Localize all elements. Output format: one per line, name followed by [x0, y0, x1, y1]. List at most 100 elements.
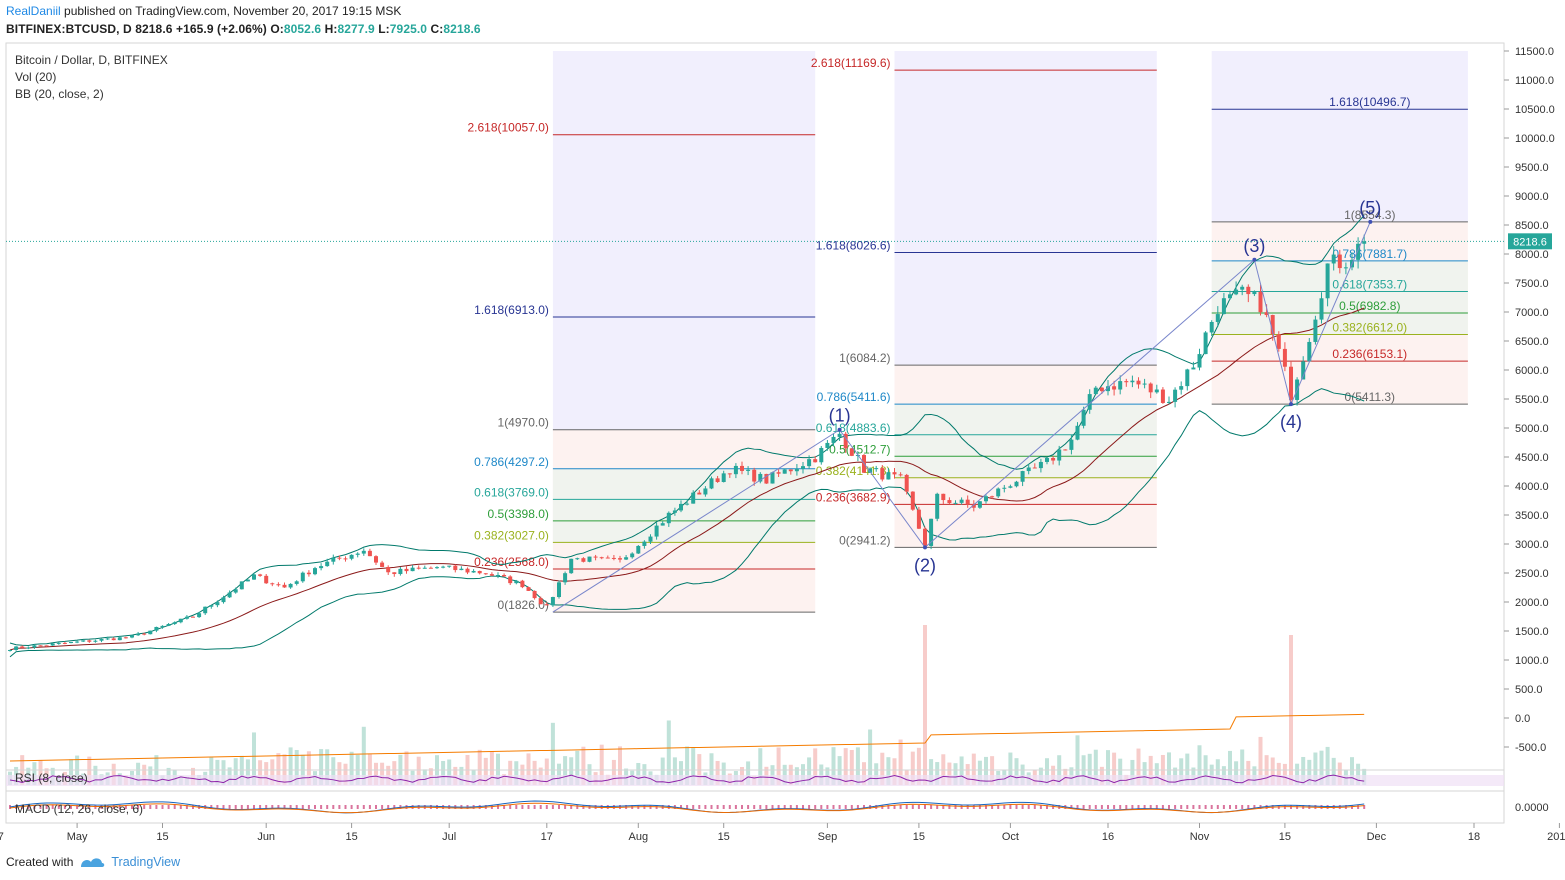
macd-histogram-bar [307, 805, 310, 809]
candle-body [1051, 457, 1056, 461]
volume-bar [971, 753, 976, 785]
macd-histogram-bar [88, 805, 91, 809]
fib-level-label: 0.5(6982.8) [1339, 299, 1400, 313]
candle-body [496, 574, 500, 576]
volume-bar [288, 747, 293, 785]
legend-title: Bitcoin / Dollar, D, BITFINEX [15, 53, 168, 67]
candle-body [575, 558, 580, 560]
macd-histogram-bar [1094, 805, 1097, 809]
macd-histogram-bar [539, 805, 542, 809]
fib-level-label: 0.236(3682.9) [816, 490, 891, 504]
price-axis-tick: 6000.0 [1515, 365, 1549, 377]
candle-body [502, 574, 507, 577]
volume-bar [1313, 752, 1318, 785]
volume-bar [990, 756, 995, 785]
macd-histogram-bar [856, 805, 859, 809]
volume-bar [477, 749, 482, 785]
macd-histogram-bar [893, 805, 896, 809]
volume-moving-average-line [9, 713, 1365, 762]
candle-body [569, 558, 574, 574]
macd-histogram-bar [27, 805, 30, 809]
volume-bar [819, 764, 824, 785]
macd-histogram-bar [936, 805, 939, 809]
candle-body [1252, 291, 1257, 295]
candle-body [977, 501, 982, 508]
macd-histogram-bar [1052, 805, 1055, 809]
rsi-line [9, 774, 1365, 784]
candle-body [1234, 289, 1239, 295]
candle-body [441, 566, 446, 568]
volume-bar [587, 764, 592, 785]
candle-body [447, 565, 452, 567]
price-chart[interactable]: 2.618(10057.0) 1.618(6913.0) 1(4970.0) 0.78… [0, 40, 1565, 850]
author-link[interactable]: RealDaniil [6, 4, 61, 18]
macd-histogram-bar [1076, 805, 1079, 809]
macd-histogram-bar [930, 805, 933, 809]
high-label: H: [324, 22, 338, 36]
macd-histogram-bar [765, 805, 768, 809]
volume-bar [483, 757, 488, 785]
macd-histogram-bar [381, 805, 384, 809]
candle-body [1185, 369, 1190, 387]
macd-histogram-bar [326, 805, 329, 809]
macd-histogram-bar [1131, 805, 1134, 809]
candle-body [1002, 487, 1007, 489]
candle-body [1008, 486, 1013, 488]
candle-body [1038, 461, 1043, 469]
candle-body [666, 512, 671, 524]
candle-body [410, 567, 415, 572]
legend-bb: BB (20, close, 2) [15, 87, 104, 101]
volume-bar [1167, 752, 1171, 785]
macd-signal-line [9, 802, 1365, 814]
candle-body [117, 637, 122, 641]
candle-body [660, 523, 665, 526]
macd-histogram-bar [503, 805, 506, 809]
price-axis-tick: 3500.0 [1515, 510, 1549, 522]
volume-bar [935, 762, 940, 785]
time-axis-tick: 15 [345, 831, 357, 843]
macd-histogram-bar [94, 805, 97, 809]
volume-bar [520, 764, 525, 785]
candle-body [898, 474, 903, 476]
candle-body [1197, 354, 1202, 368]
fib-level-label: 1(4970.0) [498, 416, 549, 430]
macd-histogram-bar [1241, 805, 1244, 809]
macd-histogram-bar [795, 805, 798, 809]
volume-bar [581, 746, 586, 785]
candle-body [740, 465, 744, 471]
macd-histogram-bar [39, 805, 42, 809]
macd-histogram-bar [905, 805, 908, 809]
volume-bar [209, 756, 214, 785]
price-axis-tick: 500.0 [1515, 684, 1543, 696]
volume-bar [1270, 757, 1275, 785]
macd-histogram-bar [924, 805, 926, 809]
macd-histogram-bar [576, 805, 579, 809]
tradingview-brand-link[interactable]: TradingView [111, 855, 181, 869]
macd-histogram-bar [814, 805, 817, 809]
macd-histogram-bar [606, 805, 609, 809]
candle-body [172, 622, 177, 625]
macd-histogram-bar [283, 805, 286, 809]
candle-body [935, 493, 940, 519]
volume-bar [69, 759, 73, 785]
volume-bar [270, 759, 275, 785]
elliott-wave-point [1368, 219, 1373, 224]
candle-body [788, 469, 793, 472]
fib-shade-extension-3 [1211, 51, 1468, 222]
macd-histogram-bar [527, 805, 530, 809]
candle-body [386, 566, 391, 573]
volume-bar [611, 759, 616, 785]
macd-histogram-bar [1113, 805, 1116, 809]
open-value: 8052.6 [283, 22, 322, 36]
last-price-tag-label: 8218.6 [1513, 236, 1547, 248]
macd-histogram-bar [832, 805, 835, 809]
candle-body [672, 510, 677, 513]
volume-bar [849, 749, 854, 785]
volume-bar [325, 749, 330, 785]
macd-histogram-bar [332, 805, 335, 809]
volume-bar [953, 763, 958, 785]
candle-body [81, 640, 86, 642]
candle-body [1221, 298, 1226, 315]
candle-body [1319, 298, 1324, 320]
candle-body [184, 616, 189, 619]
